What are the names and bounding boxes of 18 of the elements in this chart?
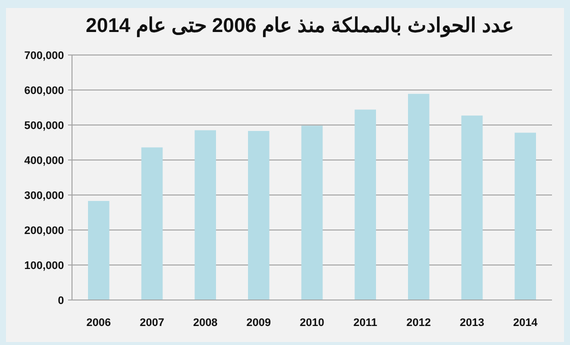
y-tick-label: 100,000 <box>24 260 64 272</box>
x-tick-label: 2008 <box>193 317 218 329</box>
y-tick-label: 200,000 <box>24 225 64 237</box>
y-tick-label: 500,000 <box>24 120 64 132</box>
x-tick-label: 2011 <box>353 317 378 329</box>
x-tick-label: 2007 <box>140 317 164 329</box>
y-tick-label: 0 <box>58 295 64 307</box>
x-tick-label: 2014 <box>513 317 538 329</box>
x-tick-label: 2012 <box>406 317 431 329</box>
x-tick-label: 2013 <box>460 317 484 329</box>
y-tick-label: 300,000 <box>24 190 64 202</box>
y-tick-label: 600,000 <box>24 85 64 97</box>
x-tick-label: 2006 <box>86 317 111 329</box>
chart-title: عدد الحوادث بالمملكة منذ عام 2006 حتى عام 2014 <box>86 15 514 38</box>
y-tick-label: 700,000 <box>24 50 64 62</box>
x-tick-label: 2010 <box>300 317 324 329</box>
x-tick-label: 2009 <box>246 317 271 329</box>
y-tick-label: 400,000 <box>24 155 64 167</box>
